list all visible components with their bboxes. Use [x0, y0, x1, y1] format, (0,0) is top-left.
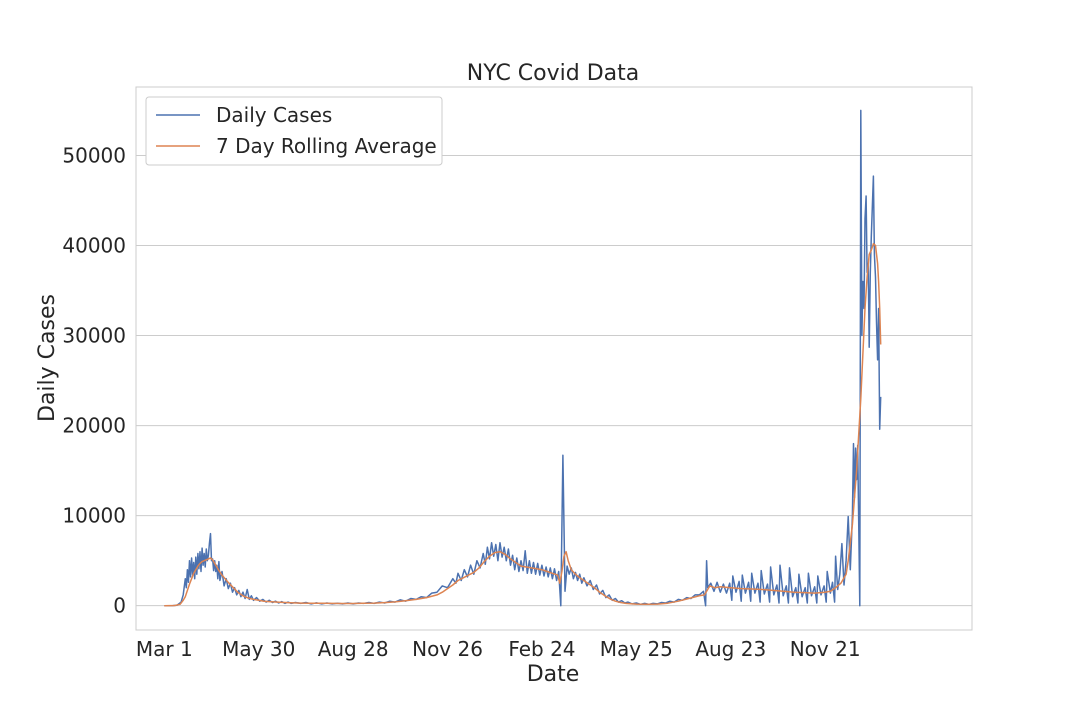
x-tick-label: Nov 21 [790, 637, 861, 661]
y-axis-label: Daily Cases [35, 294, 60, 422]
y-tick-label: 20000 [62, 414, 126, 438]
legend-label-rolling-average: 7 Day Rolling Average [216, 134, 437, 158]
y-tick-label: 40000 [62, 233, 126, 257]
y-tick-label: 30000 [62, 324, 126, 348]
y-tick-labels: 0 10000 20000 30000 40000 50000 [62, 143, 126, 617]
series-layer [164, 109, 882, 607]
y-tick-label: 50000 [62, 143, 126, 167]
chart-title: NYC Covid Data [467, 61, 640, 86]
plot-frame [135, 86, 973, 631]
x-tick-label: Aug 28 [318, 637, 389, 661]
x-tick-label: May 30 [222, 637, 295, 661]
y-tick-label: 0 [113, 594, 126, 618]
series-line-rolling-average [164, 242, 882, 607]
x-tick-label: Nov 26 [412, 637, 483, 661]
legend-box [145, 96, 443, 166]
x-tick-label: May 25 [600, 637, 673, 661]
x-tick-label: Mar 1 [136, 637, 193, 661]
x-tick-label: Feb 24 [508, 637, 575, 661]
x-tick-label: Aug 23 [695, 637, 766, 661]
grid-layer [136, 154, 972, 607]
legend: Daily Cases 7 Day Rolling Average [145, 96, 443, 166]
x-axis-label: Date [527, 662, 580, 687]
x-tick-labels: Mar 1 May 30 Aug 28 Nov 26 Feb 24 May 25 Aug 2… [136, 637, 861, 661]
series-line-daily-cases [164, 109, 882, 607]
y-tick-label: 10000 [62, 504, 126, 528]
legend-label-daily-cases: Daily Cases [216, 103, 332, 127]
